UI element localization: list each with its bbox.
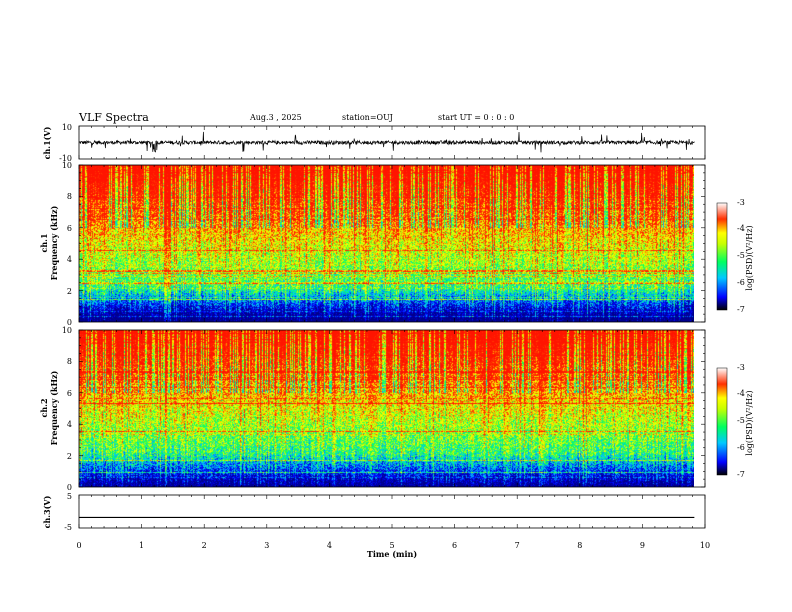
x-tick-label: 6 — [452, 541, 457, 550]
ch1-yticks: 0 2 4 6 8 10 — [62, 161, 72, 327]
x-tick-label: 8 — [577, 541, 582, 550]
x-tick-label: 1 — [139, 541, 144, 550]
ch3-ytick-top: 5 — [67, 492, 72, 501]
ch1-spectrogram-panel: 0 2 4 6 8 10 ch.1 Frequency (kHz) -3 -4 … — [39, 161, 754, 327]
ch1-ytick-bottom: -10 — [59, 154, 72, 163]
x-tick-label: 4 — [327, 541, 332, 550]
ch2-ytick-6: 6 — [67, 389, 72, 398]
ch2-colorbar-tick--7: -7 — [737, 470, 745, 479]
ch3-waveform-frame — [78, 494, 706, 529]
ch2-ytick-0: 0 — [67, 483, 72, 492]
ch1-colorbar-tick--5: -5 — [737, 251, 745, 260]
x-tick-label: 2 — [202, 541, 207, 550]
ch2-colorbar-tick--6: -6 — [737, 443, 745, 452]
ch2-spectrogram-image — [79, 330, 694, 487]
ch1-ytick-0: 0 — [67, 318, 72, 327]
x-tick-label: 9 — [640, 541, 645, 550]
ch2-ytick-8: 8 — [67, 357, 72, 366]
ch1-waveform-trace — [78, 131, 695, 153]
x-tick-labels: 0 1 2 3 4 5 6 7 8 9 10 — [76, 541, 710, 550]
axis-ticks — [78, 126, 706, 528]
ch2-colorbar — [716, 367, 728, 476]
ch2-colorbar-tick--3: -3 — [737, 363, 745, 372]
ch2-ytick-10: 10 — [62, 326, 72, 335]
ch2-frequency-label: Frequency (kHz) — [49, 370, 59, 445]
chart-title: VLF Spectra — [79, 111, 149, 124]
ch1-colorbar-tick--7: -7 — [737, 305, 745, 314]
x-tick-label: 5 — [389, 541, 394, 550]
ch1-colorbar-tick--4: -4 — [737, 224, 745, 233]
ch1-ytick-top: 10 — [62, 123, 72, 132]
ch2-colorbar-tick--4: -4 — [737, 389, 745, 398]
ch3-ytick-bottom: -5 — [64, 523, 72, 532]
ch2-colorbar-tick--5: -5 — [737, 416, 745, 425]
station-label: station=OUJ — [342, 113, 393, 122]
x-tick-label: 0 — [76, 541, 81, 550]
ch1-ytick-4: 4 — [67, 255, 72, 264]
ch2-spectrogram-panel: 0 2 4 6 8 10 ch.2 Frequency (kHz) -3 -4 … — [39, 326, 754, 492]
ch2-colorbar-label: log(PSD)(V²/Hz) — [745, 390, 754, 455]
start-time-label: start UT = 0 : 0 : 0 — [438, 113, 515, 122]
ch1-ytick-2: 2 — [67, 287, 72, 296]
x-tick-label: 10 — [700, 541, 710, 550]
x-axis-title: Time (min) — [367, 549, 417, 559]
ch1-colorbar-label: log(PSD)(V²/Hz) — [745, 225, 754, 290]
ch2-channel-label: ch.2 — [39, 398, 49, 417]
ch2-yticks: 0 2 4 6 8 10 — [62, 326, 72, 492]
x-tick-label: 7 — [515, 541, 520, 550]
ch1-colorbar — [716, 202, 728, 311]
ch1-ytick-6: 6 — [67, 224, 72, 233]
ch1-ytick-10: 10 — [62, 161, 72, 170]
ch1-colorbar-tick--3: -3 — [737, 198, 745, 207]
ch2-ytick-2: 2 — [67, 452, 72, 461]
ch1-colorbar-tick--6: -6 — [737, 278, 745, 287]
ch1-spectrogram-image — [79, 165, 694, 322]
ch1-waveform-ylabel: ch.1(V) — [42, 126, 52, 159]
ch1-channel-label: ch.1 — [39, 233, 49, 252]
x-tick-label: 3 — [264, 541, 269, 550]
date-label: Aug.3 , 2025 — [250, 113, 302, 122]
ch1-frequency-label: Frequency (kHz) — [49, 205, 59, 280]
ch2-ytick-4: 4 — [67, 420, 72, 429]
ch1-ytick-8: 8 — [67, 192, 72, 201]
ch3-waveform-panel: 5 -5 ch.3(V) — [42, 492, 706, 532]
ch3-waveform-ylabel: ch.3(V) — [42, 495, 52, 528]
